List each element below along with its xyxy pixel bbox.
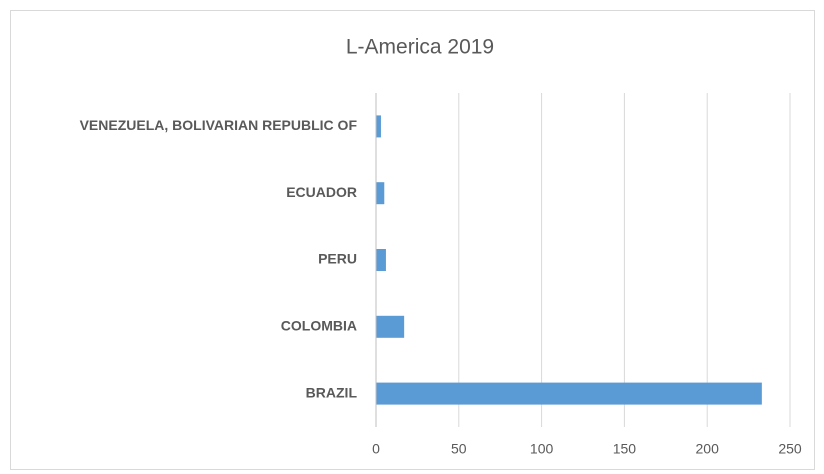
y-tick-label: COLOMBIA [281,318,357,334]
x-tick-label: 150 [613,441,637,457]
x-tick-label: 200 [696,441,720,457]
x-tick-label: 100 [530,441,554,457]
chart-title: L-America 2019 [346,36,494,59]
x-tick-label: 250 [778,441,802,457]
y-tick-label: VENEZUELA, BOLIVARIAN REPUBLIC OF [80,117,358,133]
bar [376,249,386,271]
bar [376,315,405,338]
bar [376,182,385,205]
x-tick-label: 50 [451,441,467,457]
y-tick-label: PERU [318,251,357,267]
y-tick-label: BRAZIL [306,384,358,400]
y-tick-label: ECUADOR [286,184,357,200]
bar [376,382,762,405]
bar [376,115,381,138]
x-tick-label: 0 [372,441,380,457]
